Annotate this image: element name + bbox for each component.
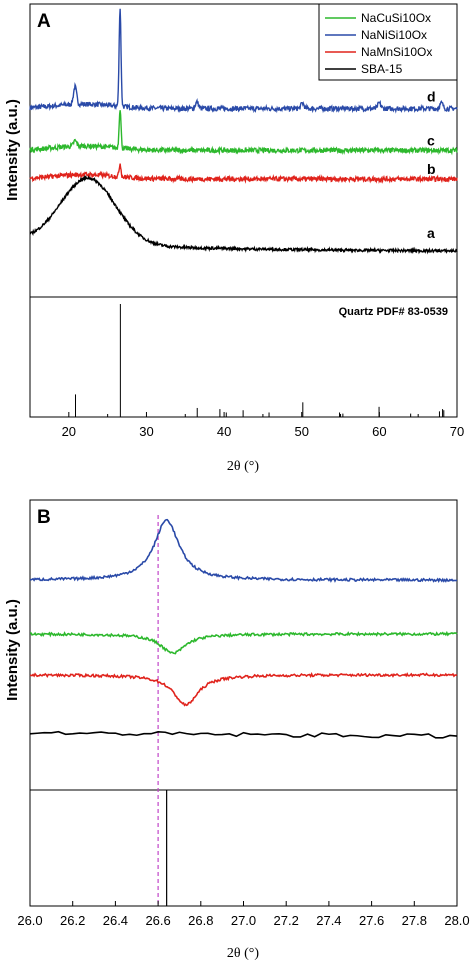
x-tick-label: 27.6: [359, 913, 384, 928]
series-NaMnSi10Ox-line: [29, 163, 458, 184]
series-NaNiSi10Ox-line: [29, 8, 458, 114]
panel-a: A Intensity (a.u.) d cb a Quartz PDF# 83-0…: [4, 3, 464, 474]
legend-entry: NaNiSi10Ox: [361, 28, 427, 42]
x-tick-label: 26.0: [17, 913, 42, 928]
x-tick-label: 20: [62, 424, 76, 439]
legend-box: [318, 3, 458, 81]
panel-b-curves: [29, 518, 458, 739]
x-tick-label: 27.8: [402, 913, 427, 928]
x-tick-label: 30: [139, 424, 153, 439]
legend-entry: NaCuSi10Ox: [361, 11, 431, 25]
panel-b-lower-frame: [29, 789, 458, 907]
legend: NaCuSi10Ox NaNiSi10Ox NaMnSi10Ox SBA-15: [318, 3, 458, 81]
x-tick-label: 70: [450, 424, 464, 439]
x-tick-label: 26.4: [103, 913, 128, 928]
curve-label-d: d: [427, 89, 436, 105]
series-NaNiSi10Ox-line: [29, 518, 458, 583]
panel-a-y-axis-label: Intensity (a.u.): [4, 99, 21, 201]
x-tick-label: 26.6: [145, 913, 170, 928]
panel-b-label: B: [37, 507, 51, 528]
panel-a-x-ticks: 20 30 40 50 60 70: [29, 412, 464, 439]
x-tick-label: 27.4: [316, 913, 341, 928]
panel-b-x-axis-label: 2θ (°): [227, 946, 259, 961]
x-tick-label: 26.8: [188, 913, 213, 928]
series-NaMnSi10Ox-line: [29, 671, 458, 707]
panel-b-upper-frame: [29, 499, 458, 791]
curve-label-c: c: [427, 133, 435, 149]
series-SBA-15-line: [29, 730, 458, 739]
x-tick-label: 28.0: [444, 913, 469, 928]
panel-a-x-axis-label: 2θ (°): [227, 459, 259, 474]
panel-a-curve-labels: d cb a: [427, 89, 436, 241]
panel-b: B Intensity (a.u.) 26.0 26.2 26.4 26.6 26.8 2…: [4, 499, 470, 961]
series-NaCuSi10Ox-line: [29, 110, 458, 156]
curve-label-b: b: [427, 161, 436, 177]
panel-a-label: A: [37, 11, 51, 32]
reference-label: Quartz PDF# 83-0539: [339, 306, 448, 318]
curve-label-a: a: [427, 225, 435, 241]
x-tick-label: 27.0: [231, 913, 256, 928]
panel-b-x-ticks: 26.0 26.2 26.4 26.6 26.8 27.0 27.2 27.4 27.6 27.8…: [17, 901, 470, 928]
series-NaCuSi10Ox-line: [29, 630, 458, 655]
panel-b-y-axis-label: Intensity (a.u.): [4, 599, 21, 701]
panel-a-reference-lines: [74, 304, 445, 417]
legend-entry: SBA-15: [361, 62, 403, 76]
legend-entry: NaMnSi10Ox: [361, 45, 432, 59]
series-SBA-15-line: [29, 174, 458, 255]
x-tick-label: 27.2: [274, 913, 299, 928]
x-tick-label: 40: [217, 424, 231, 439]
x-tick-label: 50: [294, 424, 308, 439]
x-tick-label: 60: [372, 424, 386, 439]
panel-a-curves: [29, 8, 458, 255]
x-tick-label: 26.2: [60, 913, 85, 928]
